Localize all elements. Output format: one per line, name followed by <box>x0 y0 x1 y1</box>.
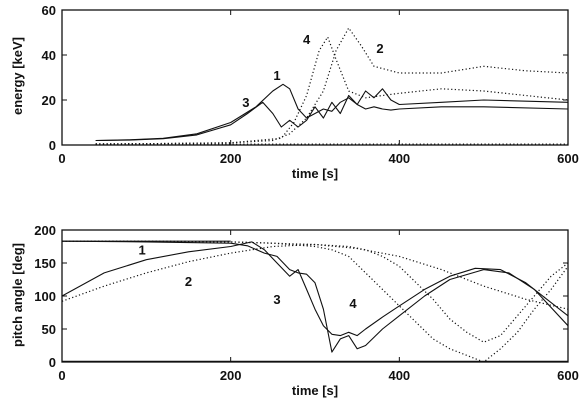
x-axis-label: time [s] <box>292 383 338 398</box>
curve-label-4: 4 <box>303 32 311 47</box>
x-tick-label: 200 <box>220 151 242 166</box>
series-line-1 <box>95 83 568 142</box>
x-tick-label: 200 <box>220 368 242 383</box>
series-line-1 <box>62 241 568 337</box>
y-tick-label: 150 <box>34 256 56 271</box>
curve-label-2: 2 <box>185 274 192 289</box>
curve-label-2: 2 <box>376 41 383 56</box>
y-axis-label: pitch angle [deg] <box>10 243 25 347</box>
plot-frame <box>61 9 569 146</box>
y-tick-label: 200 <box>34 223 56 238</box>
y-tick-label: 0 <box>49 138 56 153</box>
x-tick-label: 400 <box>388 151 410 166</box>
y-tick-label: 50 <box>42 322 56 337</box>
y-tick-label: 40 <box>42 48 56 63</box>
series-line-2 <box>95 27 568 145</box>
y-axis-label: energy [keV] <box>10 37 25 115</box>
series-line-unlabeled-5 <box>62 240 568 343</box>
series-line-4 <box>62 240 568 362</box>
curve-label-3: 3 <box>242 95 249 110</box>
y-tick-label: 100 <box>34 289 56 304</box>
x-tick-label: 600 <box>557 368 579 383</box>
x-tick-label: 0 <box>58 368 65 383</box>
curve-label-4: 4 <box>349 296 357 311</box>
x-axis-label: time [s] <box>292 166 338 181</box>
x-tick-label: 400 <box>388 368 410 383</box>
y-tick-label: 0 <box>49 355 56 370</box>
series-line-3 <box>95 88 568 142</box>
x-tick-label: 0 <box>58 151 65 166</box>
x-tick-label: 600 <box>557 151 579 166</box>
series-line-3 <box>62 240 568 353</box>
curve-label-1: 1 <box>138 242 145 257</box>
energy-panel: 0 200 400 600 0 20 40 60 time [s] energy [keV] 1 2 3… <box>10 3 579 181</box>
series-line-4 <box>95 36 568 145</box>
curve-label-3: 3 <box>273 292 280 307</box>
pitch-angle-panel: 0 200 400 600 0 50 100 150 200 time [s] pitch angl… <box>10 223 579 398</box>
y-tick-label: 60 <box>42 3 56 18</box>
curve-label-1: 1 <box>273 68 280 83</box>
y-tick-label: 20 <box>42 93 56 108</box>
